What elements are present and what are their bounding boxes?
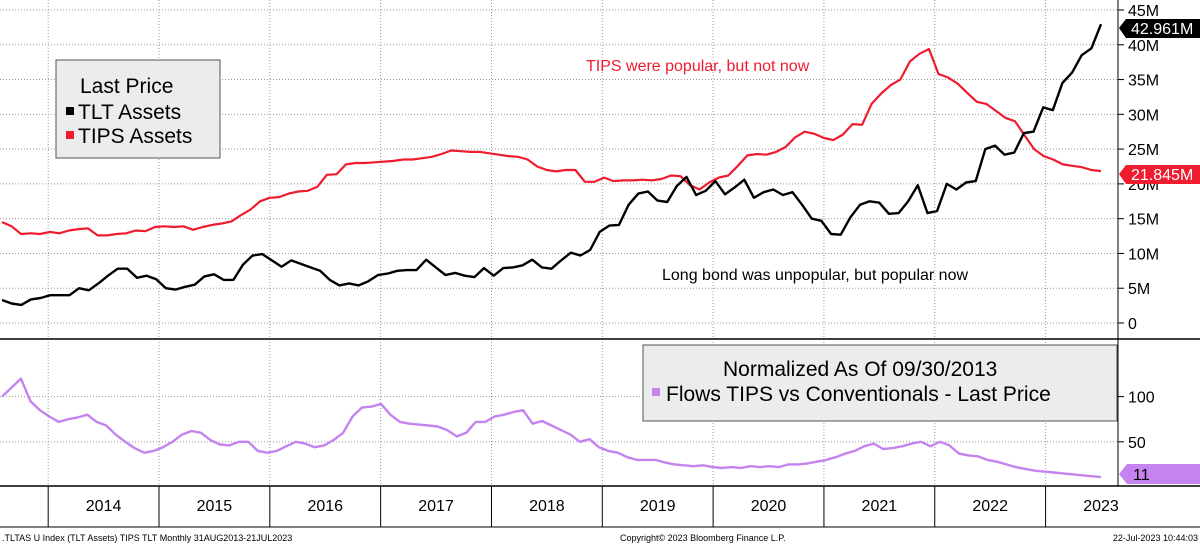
year-label: 2018 <box>529 498 565 515</box>
legend-swatch-tips <box>66 131 74 139</box>
tlt-assets-line <box>1 23 1103 307</box>
bottom-legend-title: Normalized As Of 09/30/2013 <box>723 358 997 381</box>
annotation-tips: TIPS were popular, but not now <box>586 58 810 75</box>
bottom-y-axis: 50 100 <box>1118 390 1155 452</box>
footer-copyright: Copyright© 2023 Bloomberg Finance L.P. <box>620 533 786 543</box>
top-legend-title: Last Price <box>80 75 173 98</box>
year-label: 2015 <box>197 498 233 515</box>
badge-flows: 11 <box>1119 464 1200 484</box>
top-tick-label: 40M <box>1128 38 1159 55</box>
top-tick-label: 15M <box>1128 212 1159 229</box>
badge-tlt-label: 42.961M <box>1131 21 1193 38</box>
footer-source: .TLTAS U Index (TLT Assets) TIPS TLT Mon… <box>2 533 292 543</box>
year-label: 2021 <box>862 498 898 515</box>
badge-tips-shape <box>1119 165 1200 184</box>
bottom-tick-label: 50 <box>1128 435 1146 452</box>
footer-timestamp: 22-Jul-2023 10:44:03 <box>1113 533 1198 543</box>
bottom-tick-label: 100 <box>1128 390 1155 407</box>
bottom-legend: Normalized As Of 09/30/2013 Flows TIPS v… <box>642 344 1118 422</box>
x-axis-labels: 2014 2015 2016 2017 2018 2019 2020 2021 2022 2023 <box>86 498 1119 515</box>
flows-series <box>1 377 1102 479</box>
badge-tips-label: 21.845M <box>1131 167 1193 184</box>
top-tick-label: 5M <box>1128 281 1150 298</box>
badge-flows-shape <box>1119 464 1200 484</box>
top-tick-label: 45M <box>1128 3 1159 20</box>
year-label: 2023 <box>1083 498 1119 515</box>
top-legend: Last Price TLT Assets TIPS Assets <box>55 59 221 159</box>
top-tick-label: 0 <box>1128 316 1137 333</box>
badge-tlt-shape <box>1119 19 1200 38</box>
year-label: 2020 <box>751 498 787 515</box>
top-tick-label: 35M <box>1128 73 1159 90</box>
tlt-assets-series <box>1 23 1103 307</box>
legend-label-flows: Flows TIPS vs Conventionals - Last Price <box>666 383 1051 406</box>
annotation-long-bond: Long bond was unpopular, but popular now <box>662 267 968 284</box>
badge-flows-label: 11 <box>1133 467 1150 484</box>
legend-swatch-flows <box>652 388 660 396</box>
badge-tips: 21.845M <box>1119 165 1200 184</box>
top-tick-label: 30M <box>1128 107 1159 124</box>
year-label: 2019 <box>640 498 676 515</box>
bottom-legend-box <box>642 344 1118 422</box>
top-tick-label: 10M <box>1128 246 1159 263</box>
badge-tlt: 42.961M <box>1119 19 1200 38</box>
tips-assets-series <box>1 47 1102 237</box>
legend-label-tlt: TLT Assets <box>78 101 181 124</box>
tips-assets-line <box>1 47 1102 237</box>
top-tick-label: 25M <box>1128 142 1159 159</box>
top-legend-box <box>55 59 221 159</box>
year-label: 2017 <box>418 498 454 515</box>
year-label: 2016 <box>307 498 343 515</box>
year-label: 2022 <box>972 498 1008 515</box>
year-label: 2014 <box>86 498 122 515</box>
legend-label-tips: TIPS Assets <box>78 125 192 148</box>
legend-swatch-tlt <box>66 107 74 115</box>
flows-line <box>1 377 1102 479</box>
